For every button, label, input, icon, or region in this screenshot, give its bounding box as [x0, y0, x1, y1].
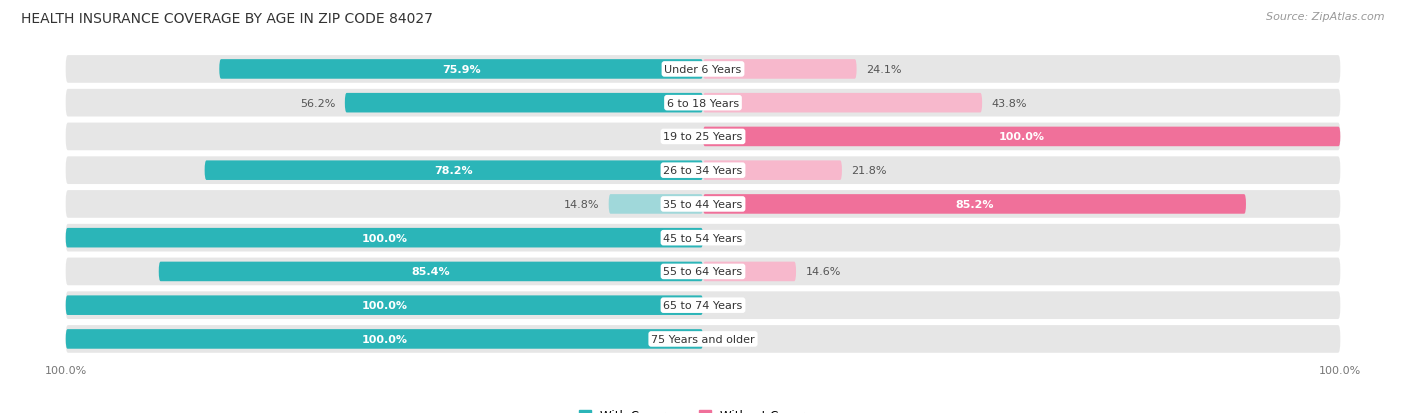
- FancyBboxPatch shape: [66, 224, 1340, 252]
- Text: 75 Years and older: 75 Years and older: [651, 334, 755, 344]
- Text: Under 6 Years: Under 6 Years: [665, 65, 741, 75]
- Text: 0.0%: 0.0%: [713, 300, 741, 311]
- Text: 55 to 64 Years: 55 to 64 Years: [664, 267, 742, 277]
- Text: 19 to 25 Years: 19 to 25 Years: [664, 132, 742, 142]
- FancyBboxPatch shape: [703, 262, 796, 282]
- Text: 100.0%: 100.0%: [361, 334, 408, 344]
- Text: Source: ZipAtlas.com: Source: ZipAtlas.com: [1267, 12, 1385, 22]
- Text: 85.2%: 85.2%: [955, 199, 994, 209]
- Text: 43.8%: 43.8%: [991, 98, 1028, 109]
- Text: 14.6%: 14.6%: [806, 267, 841, 277]
- FancyBboxPatch shape: [703, 161, 842, 180]
- Text: 0.0%: 0.0%: [713, 334, 741, 344]
- Text: 6 to 18 Years: 6 to 18 Years: [666, 98, 740, 109]
- FancyBboxPatch shape: [703, 127, 1340, 147]
- FancyBboxPatch shape: [703, 60, 856, 80]
- FancyBboxPatch shape: [66, 258, 1340, 285]
- FancyBboxPatch shape: [66, 191, 1340, 218]
- Text: 75.9%: 75.9%: [441, 65, 481, 75]
- FancyBboxPatch shape: [66, 329, 703, 349]
- FancyBboxPatch shape: [703, 195, 1246, 214]
- FancyBboxPatch shape: [219, 60, 703, 80]
- Text: 35 to 44 Years: 35 to 44 Years: [664, 199, 742, 209]
- FancyBboxPatch shape: [66, 56, 1340, 83]
- Text: 0.0%: 0.0%: [665, 132, 693, 142]
- Text: 100.0%: 100.0%: [361, 300, 408, 311]
- FancyBboxPatch shape: [159, 262, 703, 282]
- Text: 24.1%: 24.1%: [866, 65, 901, 75]
- Text: 65 to 74 Years: 65 to 74 Years: [664, 300, 742, 311]
- FancyBboxPatch shape: [66, 90, 1340, 117]
- FancyBboxPatch shape: [703, 94, 983, 113]
- Text: 100.0%: 100.0%: [998, 132, 1045, 142]
- Text: 85.4%: 85.4%: [412, 267, 450, 277]
- Text: 26 to 34 Years: 26 to 34 Years: [664, 166, 742, 176]
- Legend: With Coverage, Without Coverage: With Coverage, Without Coverage: [579, 408, 827, 413]
- Text: 100.0%: 100.0%: [361, 233, 408, 243]
- Text: 0.0%: 0.0%: [713, 233, 741, 243]
- FancyBboxPatch shape: [609, 195, 703, 214]
- FancyBboxPatch shape: [344, 94, 703, 113]
- FancyBboxPatch shape: [66, 325, 1340, 353]
- Text: 56.2%: 56.2%: [299, 98, 335, 109]
- FancyBboxPatch shape: [66, 296, 703, 315]
- FancyBboxPatch shape: [66, 228, 703, 248]
- FancyBboxPatch shape: [66, 157, 1340, 185]
- Text: 45 to 54 Years: 45 to 54 Years: [664, 233, 742, 243]
- FancyBboxPatch shape: [66, 123, 1340, 151]
- Text: HEALTH INSURANCE COVERAGE BY AGE IN ZIP CODE 84027: HEALTH INSURANCE COVERAGE BY AGE IN ZIP …: [21, 12, 433, 26]
- Text: 78.2%: 78.2%: [434, 166, 474, 176]
- Text: 14.8%: 14.8%: [564, 199, 599, 209]
- FancyBboxPatch shape: [205, 161, 703, 180]
- Text: 21.8%: 21.8%: [852, 166, 887, 176]
- FancyBboxPatch shape: [66, 292, 1340, 319]
